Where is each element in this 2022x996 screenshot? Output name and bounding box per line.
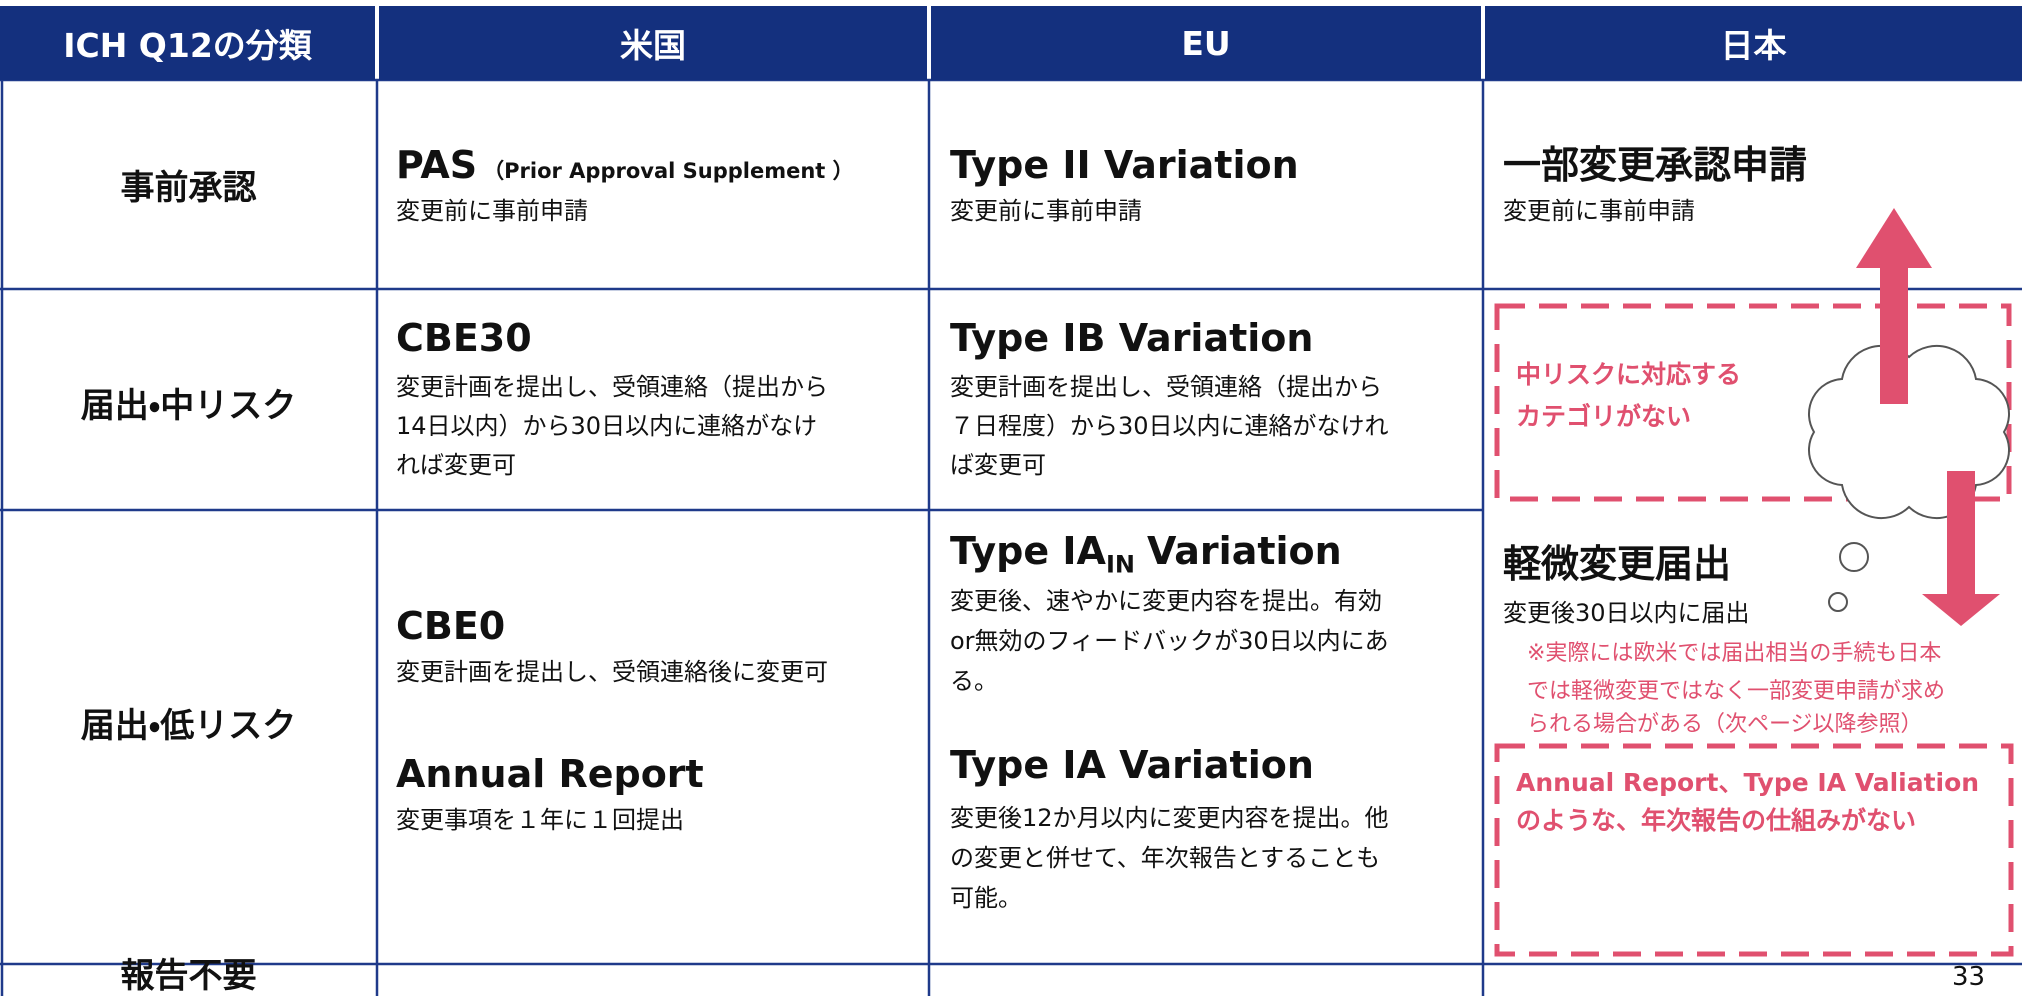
desc: 変更計画を提出し、受領連絡（提出から: [396, 373, 828, 401]
desc: 可能。: [950, 884, 1022, 912]
cell-title: Type IAIN Variation: [950, 529, 1342, 587]
desc: る。: [950, 667, 998, 695]
desc: 変更後、速やかに変更内容を提出。有効: [950, 587, 1382, 615]
row-label: 事前承認: [120, 168, 257, 208]
note: ※実際には欧米では届出相当の手続も日本: [1527, 641, 1942, 666]
title: Type II Variation: [950, 143, 1299, 187]
header-cell: 日本: [1485, 6, 2022, 80]
desc: 変更後12か月以内に変更内容を提出。他: [950, 804, 1389, 832]
note: られる場合がある（次ページ以降参照）: [1527, 712, 1923, 737]
desc: 変更前に事前申請: [950, 197, 1142, 225]
desc: 変更前に事前申請: [1503, 197, 1695, 225]
title: Type IA Variation: [950, 743, 1314, 787]
title: PAS: [396, 143, 478, 187]
cell-title: PAS （Prior Approval Supplement ）: [396, 143, 854, 187]
note: カテゴリがない: [1516, 402, 1692, 431]
desc: or無効のフィードバックが30日以内にあ: [950, 627, 1389, 655]
row-label: 届出・低リスク: [80, 706, 297, 746]
desc: 変更事項を１年に１回提出: [396, 806, 684, 834]
title: Annual Report: [396, 752, 704, 796]
header-cell: ICH Q12の分類: [0, 6, 375, 80]
title: CBE0: [396, 604, 506, 648]
desc: 変更計画を提出し、受領連絡（提出から: [950, 373, 1382, 401]
title: CBE30: [396, 316, 532, 360]
note: Annual Report、Type IA Valiation: [1516, 768, 1980, 797]
row-label: 報告不要: [120, 956, 257, 996]
row-label: 届出・中リスク: [80, 386, 297, 426]
title-note: （Prior Approval Supplement ）: [483, 159, 854, 183]
desc: 14日以内）から30日以内に連絡がなけ: [396, 412, 818, 440]
desc: 変更後30日以内に届出: [1503, 599, 1750, 627]
desc: れば変更可: [396, 451, 516, 479]
title-sub: IN: [1105, 550, 1135, 579]
title: Type IA: [950, 529, 1106, 573]
note: のような、年次報告の仕組みがない: [1516, 806, 1917, 835]
header-cell: 米国: [379, 6, 927, 80]
note: 中リスクに対応する: [1516, 360, 1742, 389]
desc: 変更前に事前申請: [396, 197, 588, 225]
header-cell: EU: [931, 6, 1481, 80]
title: 一部変更承認申請: [1503, 143, 1808, 187]
desc: 変更計画を提出し、受領連絡後に変更可: [396, 658, 828, 686]
desc: ば変更可: [950, 451, 1046, 479]
title: 軽微変更届出: [1503, 542, 1732, 586]
title: Type IB Variation: [950, 316, 1314, 360]
note: では軽微変更ではなく一部変更申請が求め: [1527, 679, 1946, 704]
title-rest: Variation: [1146, 529, 1342, 573]
desc: の変更と併せて、年次報告とすることも: [950, 844, 1381, 872]
desc: ７日程度）から30日以内に連絡がなけれ: [950, 412, 1389, 440]
page-number: 33: [1952, 962, 1986, 992]
